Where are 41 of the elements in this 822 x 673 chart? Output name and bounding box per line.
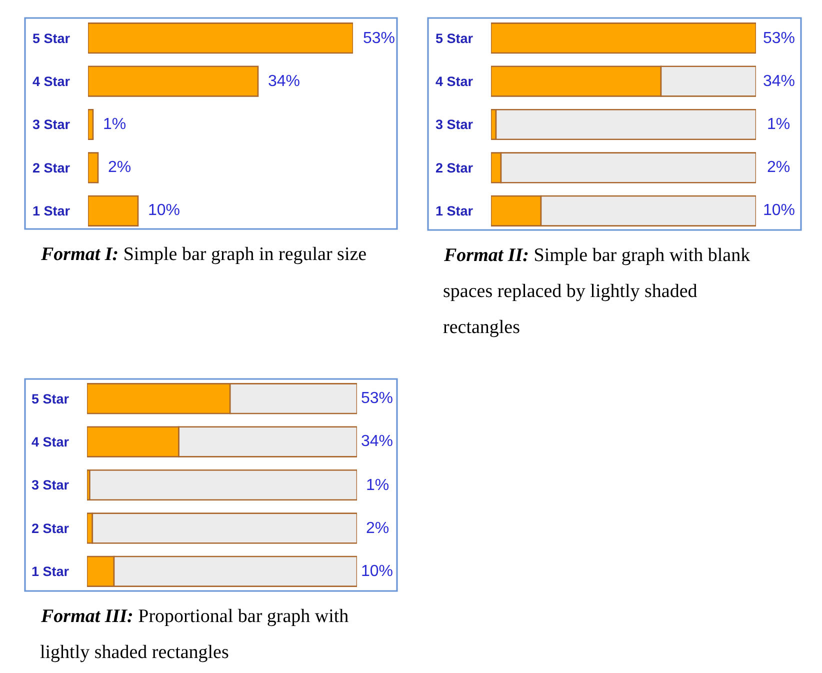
y-tick-label: 2 Star — [32, 160, 71, 176]
data-label: 1% — [767, 116, 790, 133]
data-label: 2% — [767, 159, 790, 176]
data-label: 1% — [103, 116, 126, 133]
y-tick-label: 2 Star — [435, 160, 474, 176]
bar — [88, 66, 259, 97]
bar — [495, 108, 756, 140]
data-label: 10% — [148, 202, 180, 219]
y-tick-label: 3 Star — [435, 117, 474, 132]
y-tick-label: 3 Star — [31, 478, 70, 493]
data-label: 34% — [763, 73, 796, 90]
y-tick-label: 1 Star — [32, 204, 71, 219]
bar — [88, 108, 94, 140]
data-label: 53% — [363, 30, 396, 47]
data-label: 53% — [361, 390, 394, 407]
bar — [88, 22, 353, 54]
y-tick-label: 5 Star — [32, 30, 71, 46]
bar — [89, 469, 357, 501]
y-tick-label: 1 Star — [435, 204, 474, 219]
data-label: 34% — [268, 73, 300, 90]
y-tick-label: 1 Star — [31, 564, 70, 580]
text: Format III: Proportional bar graph with lightly shaded rectangles — [40, 606, 350, 663]
data-label: 10% — [361, 563, 394, 580]
y-tick-label: 4 Star — [435, 74, 474, 90]
y-tick-label: 4 Star — [32, 74, 71, 90]
y-tick-label: 2 Star — [31, 520, 70, 536]
text: Format II: Simple bar graph with blank spaces replaced by lightly shaded rectangles — [443, 245, 751, 338]
bar — [88, 152, 99, 184]
y-tick-label: 3 Star — [32, 117, 71, 132]
data-label: 1% — [366, 477, 390, 494]
data-label: 10% — [763, 202, 796, 219]
y-tick-label: 5 Star — [31, 391, 70, 406]
data-label: 2% — [366, 520, 390, 537]
y-tick-label: 4 Star — [31, 434, 70, 450]
data-label: 2% — [108, 159, 132, 176]
bar — [88, 195, 139, 226]
y-tick-label: 5 Star — [435, 30, 474, 46]
text: Format I: Simple bar graph in regular size — [40, 244, 367, 265]
data-label: 53% — [763, 30, 796, 47]
data-label: 34% — [361, 433, 394, 450]
bar — [491, 22, 756, 54]
